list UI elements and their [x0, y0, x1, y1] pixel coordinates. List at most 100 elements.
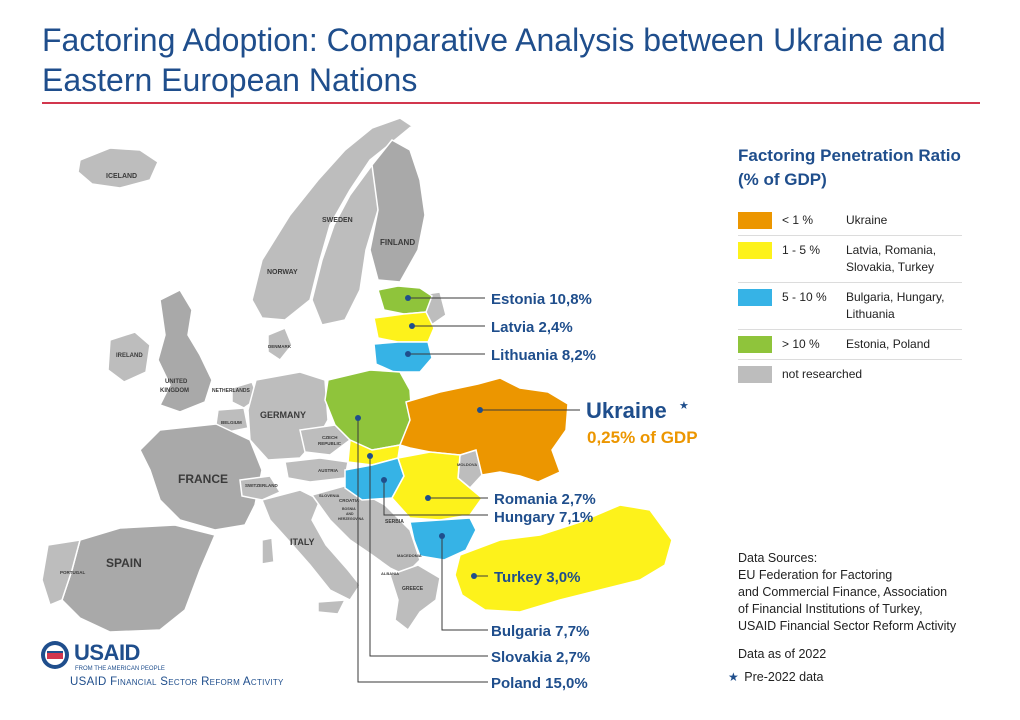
usaid-seal-icon	[41, 641, 69, 669]
dot-estonia	[405, 295, 411, 301]
map-label-portugal: PORTUGAL	[60, 570, 86, 575]
map-label-switzerland: SWITZERLAND	[245, 483, 278, 488]
dot-latvia	[409, 323, 415, 329]
map-label-sweden: SWEDEN	[322, 217, 353, 224]
legend-countries: Ukraine	[846, 213, 888, 227]
activity-name: USAID Financial Sector Reform Activity	[70, 676, 284, 688]
iceland-shape	[77, 147, 159, 189]
callout-ukraine-value: 0,25% of GDP	[587, 428, 698, 447]
callout-latvia: Latvia 2,4%	[491, 319, 573, 336]
sources-line: of Financial Institutions of Turkey,	[738, 602, 923, 616]
legend-range: < 1 %	[782, 213, 814, 227]
callout-romania: Romania 2,7%	[494, 491, 596, 508]
legend-row-not-researched: not researched	[738, 360, 962, 389]
map-label-czech-1: CZECH	[322, 435, 338, 440]
callout-estonia: Estonia 10,8%	[491, 291, 592, 308]
legend-row-1to5: 1 - 5 % Latvia, Romania, Slovakia, Turke…	[738, 236, 962, 283]
legend-range: 5 - 10 %	[782, 290, 827, 304]
map-label-denmark: DENMARK	[268, 344, 292, 349]
legend-swatch-green	[738, 336, 772, 353]
spain-shape	[61, 524, 217, 633]
legend-countries: Latvia, Romania, Slovakia, Turkey	[846, 243, 937, 274]
legend-countries: Bulgaria, Hungary, Lithuania	[846, 290, 945, 321]
map-label-belgium: BELGIUM	[221, 420, 242, 425]
map-label-finland: FINLAND	[380, 238, 415, 247]
legend-range: not researched	[782, 367, 863, 381]
france-shape	[139, 423, 263, 531]
legend-swatch-yellow	[738, 242, 772, 259]
map-label-uk-1: UNITED	[165, 379, 188, 385]
map-label-norway: NORWAY	[267, 269, 298, 276]
sicily-shape	[317, 599, 347, 615]
legend-row-5to10: 5 - 10 % Bulgaria, Hungary, Lithuania	[738, 283, 962, 330]
czech-shape	[299, 424, 352, 456]
pre-2022-note: ★ Pre-2022 data	[728, 670, 823, 684]
legend-range: > 10 %	[782, 337, 820, 351]
ireland-shape	[107, 331, 151, 383]
map-label-netherlands: NETHERLANDS	[212, 388, 250, 394]
usaid-logo: USAID FROM THE AMERICAN PEOPLE USAID Fin…	[40, 636, 320, 696]
leader-poland	[357, 418, 488, 683]
page-title: Factoring Adoption: Comparative Analysis…	[42, 22, 946, 98]
usaid-wordmark: USAID	[74, 640, 140, 665]
lithuania-shape	[373, 341, 433, 373]
map-label-albania: ALBANIA	[381, 571, 399, 576]
finland-shape	[369, 139, 426, 283]
ukraine-shape	[398, 377, 569, 483]
dot-poland	[355, 415, 361, 421]
turkey-shape	[454, 504, 673, 613]
sardinia-shape	[261, 537, 275, 565]
callout-turkey: Turkey 3,0%	[494, 569, 580, 586]
map-label-ireland: IRELAND	[116, 353, 143, 359]
map-label-uk-2: KINGDOM	[160, 388, 189, 394]
map-label-bosnia-3: HERZEGOVINA	[338, 517, 364, 521]
map-label-bosnia-1: BOSNIA	[342, 507, 356, 511]
map-label-germany: GERMANY	[260, 410, 306, 420]
sources-line: EU Federation for Factoring	[738, 568, 893, 582]
legend-row-lt1: < 1 % Ukraine	[738, 206, 962, 236]
austria-shape	[284, 457, 349, 483]
sources-line: USAID Financial Sector Reform Activity	[738, 619, 957, 633]
dot-hungary	[381, 477, 387, 483]
uk-shape	[157, 289, 213, 413]
legend-swatch-grey	[738, 366, 772, 383]
map-label-moldova: MOLDOVA	[457, 462, 477, 467]
map-label-bosnia-2: AND	[346, 512, 354, 516]
callout-ukraine-star: ★	[679, 399, 689, 412]
romania-shape	[391, 451, 484, 521]
switzerland-shape	[239, 475, 282, 501]
dot-lithuania	[405, 351, 411, 357]
dot-slovakia	[367, 453, 373, 459]
map-label-slovenia: SLOVENIA	[319, 493, 340, 498]
denmark-shape	[267, 327, 293, 362]
star-icon: ★	[728, 670, 739, 684]
callout-ukraine-name: Ukraine	[586, 398, 667, 423]
map-label-czech-2: REPUBLIC	[318, 441, 342, 446]
data-as-of: Data as of 2022	[738, 647, 827, 661]
legend-swatch-blue	[738, 289, 772, 306]
callout-hungary: Hungary 7,1%	[494, 509, 593, 526]
callout-slovakia: Slovakia 2,7%	[491, 649, 590, 666]
callout-lithuania: Lithuania 8,2%	[491, 347, 596, 364]
map-label-croatia: CROATIA	[339, 498, 360, 503]
legend-swatch-orange	[738, 212, 772, 229]
belgium-shape	[215, 407, 249, 433]
dot-ukraine	[477, 407, 483, 413]
map-label-macedonia: MACEDONIA	[397, 553, 422, 558]
estonia-shape	[377, 285, 433, 315]
norway-shape	[251, 117, 414, 321]
legend-row-gt10: > 10 % Estonia, Poland	[738, 330, 962, 360]
leader-hungary	[383, 480, 488, 516]
map-label-iceland: ICELAND	[106, 173, 137, 180]
data-sources: Data Sources: EU Federation for Factorin…	[738, 550, 998, 635]
callout-poland: Poland 15,0%	[491, 675, 588, 692]
map-label-spain: SPAIN	[106, 556, 142, 570]
usaid-tagline: FROM THE AMERICAN PEOPLE	[75, 666, 165, 672]
dot-turkey	[471, 573, 477, 579]
dot-bulgaria	[439, 533, 445, 539]
bulgaria-shape	[409, 517, 477, 561]
map-label-austria: AUSTRIA	[318, 468, 339, 473]
leader-bulgaria	[441, 536, 488, 631]
legend: Factoring Penetration Ratio (% of GDP) <…	[738, 144, 962, 389]
